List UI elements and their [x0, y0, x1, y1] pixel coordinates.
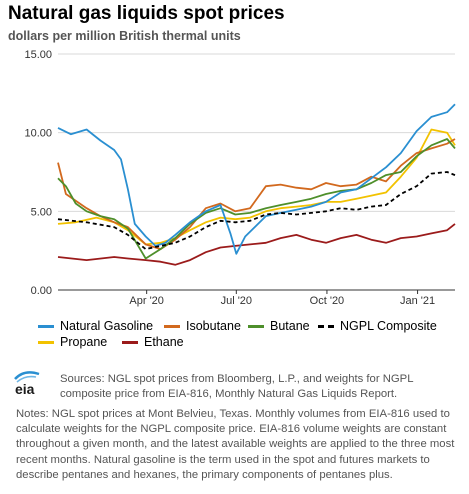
chart-legend: Natural Gasoline Isobutane Butane NGPL C… [38, 313, 448, 353]
y-tick-label: 10.00 [24, 128, 52, 140]
y-tick-label: 0.00 [31, 285, 52, 297]
legend-swatch-isobutane [164, 324, 180, 328]
legend-label: Propane [60, 335, 108, 349]
eia-logo-text: eia [15, 381, 35, 397]
legend-swatch-ngpl-composite [318, 324, 334, 328]
legend-label: Ethane [144, 335, 184, 349]
y-tick-label: 5.00 [31, 206, 52, 218]
sources-note: Sources: NGL spot prices from Bloomberg,… [60, 373, 414, 400]
line-chart: 0.00 5.00 10.00 15.00 Apr '20 Jul '20 Oct '20 J… [24, 49, 456, 307]
notes-text: Notes: NGL spot prices at Mont Belvieu, … [16, 408, 455, 481]
x-tick-label: Jan '21 [400, 295, 435, 307]
legend-swatch-ethane [122, 340, 138, 344]
x-tick-label: Oct '20 [310, 295, 345, 307]
legend-item-natural-gasoline: Natural Gasoline [38, 319, 153, 333]
series-line-ethane [57, 223, 456, 266]
series-line-ngpl-composite [57, 171, 456, 250]
y-tick-label: 15.00 [24, 49, 52, 61]
legend-swatch-butane [248, 324, 264, 328]
legend-label: Isobutane [186, 319, 241, 333]
legend-item-ngpl-composite: NGPL Composite [318, 319, 437, 333]
chart-subtitle: dollars per million British thermal unit… [8, 29, 241, 43]
legend-item-butane: Butane [248, 319, 310, 333]
legend-swatch-propane [38, 340, 54, 344]
series-line-natural-gasoline [57, 103, 456, 255]
legend-item-propane: Propane [38, 335, 107, 349]
eia-logo: eia [14, 371, 40, 397]
legend-label: Natural Gasoline [60, 319, 154, 333]
legend-label: NGPL Composite [340, 319, 437, 333]
x-tick-label: Jul '20 [221, 295, 252, 307]
legend-swatch-natural-gasoline [38, 324, 54, 328]
x-tick-label: Apr '20 [129, 295, 164, 307]
series-line-butane [57, 138, 456, 260]
chart-title: Natural gas liquids spot prices [8, 3, 285, 24]
series-line-propane [57, 128, 456, 246]
legend-label: Butane [270, 319, 310, 333]
legend-item-isobutane: Isobutane [164, 319, 241, 333]
legend-item-ethane: Ethane [122, 335, 184, 349]
